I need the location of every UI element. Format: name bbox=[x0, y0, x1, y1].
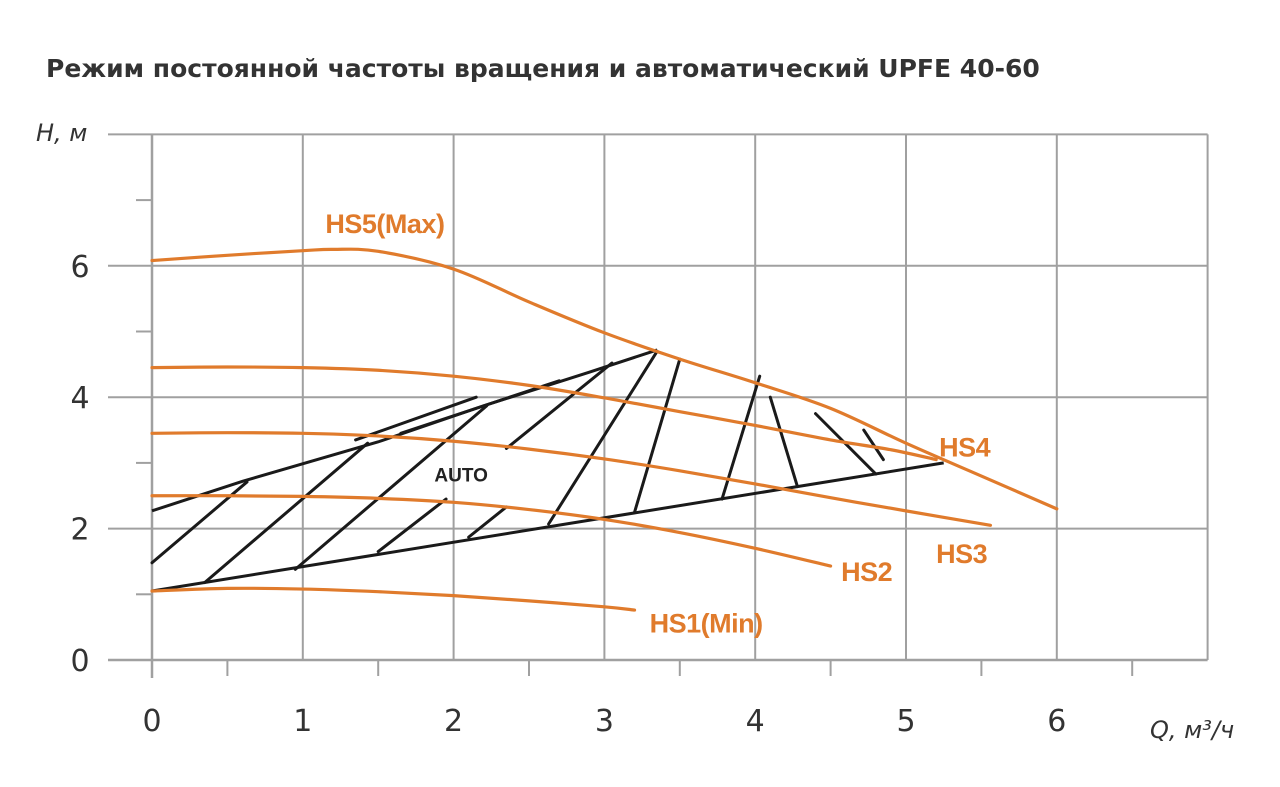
auto-region: AUTO bbox=[150, 348, 944, 593]
auto-hatch-line-1 bbox=[203, 441, 370, 584]
x-tick-label: 5 bbox=[896, 704, 915, 739]
x-tick-label: 3 bbox=[595, 704, 614, 739]
x-tick-label: 1 bbox=[293, 704, 312, 739]
curve-label-hs4: HS4 bbox=[939, 432, 991, 462]
x-axis-label: Q, м³/ч bbox=[1150, 716, 1234, 744]
auto-hatch-line-10 bbox=[862, 428, 885, 462]
auto-lower-boundary bbox=[151, 461, 944, 593]
curve-hs5max bbox=[150, 247, 1059, 511]
x-tick-label: 4 bbox=[746, 704, 765, 739]
curve-hs3 bbox=[150, 431, 993, 527]
grid bbox=[108, 133, 1209, 676]
x-tick-label: 6 bbox=[1047, 704, 1066, 739]
axes bbox=[108, 134, 1208, 678]
chart-title: Режим постоянной частоты вращения и авто… bbox=[46, 54, 1040, 83]
y-tick-label: 2 bbox=[70, 513, 89, 548]
x-tick-label: 2 bbox=[444, 704, 463, 739]
curve-hs4 bbox=[150, 365, 938, 462]
auto-label: AUTO bbox=[434, 465, 487, 486]
auto-hatch-line-13 bbox=[354, 395, 478, 442]
curve-labels: HS5(Max) HS4 HS3 HS2 HS1(Min) bbox=[325, 209, 991, 638]
curve-hs2 bbox=[150, 494, 833, 568]
x-tick-label: 0 bbox=[142, 704, 161, 739]
auto-hatch-line-4 bbox=[467, 505, 508, 539]
y-tick-label: 6 bbox=[70, 250, 89, 285]
auto-hatch-line-11 bbox=[504, 361, 614, 450]
auto-hatch-line-3 bbox=[376, 497, 448, 554]
auto-hatch-line-5 bbox=[547, 349, 659, 526]
speed-curves bbox=[150, 247, 1059, 612]
curve-label-hs1min: HS1(Min) bbox=[650, 608, 763, 638]
auto-upper-boundary bbox=[151, 348, 658, 513]
curve-label-hs2: HS2 bbox=[841, 557, 892, 587]
auto-hatch-line-8 bbox=[768, 395, 799, 489]
curve-label-hs5max: HS5(Max) bbox=[325, 209, 444, 239]
curve-label-hs3: HS3 bbox=[936, 539, 988, 569]
tick-labels: 0 1 2 3 4 5 6 0 2 4 6 bbox=[70, 250, 1066, 739]
y-tick-label: 4 bbox=[70, 381, 89, 416]
auto-hatch-line-2 bbox=[293, 404, 489, 571]
auto-hatch-line-6 bbox=[633, 357, 682, 514]
y-axis-label: H, м bbox=[36, 119, 87, 147]
y-tick-label: 0 bbox=[70, 644, 89, 679]
curve-hs1min bbox=[150, 586, 637, 612]
